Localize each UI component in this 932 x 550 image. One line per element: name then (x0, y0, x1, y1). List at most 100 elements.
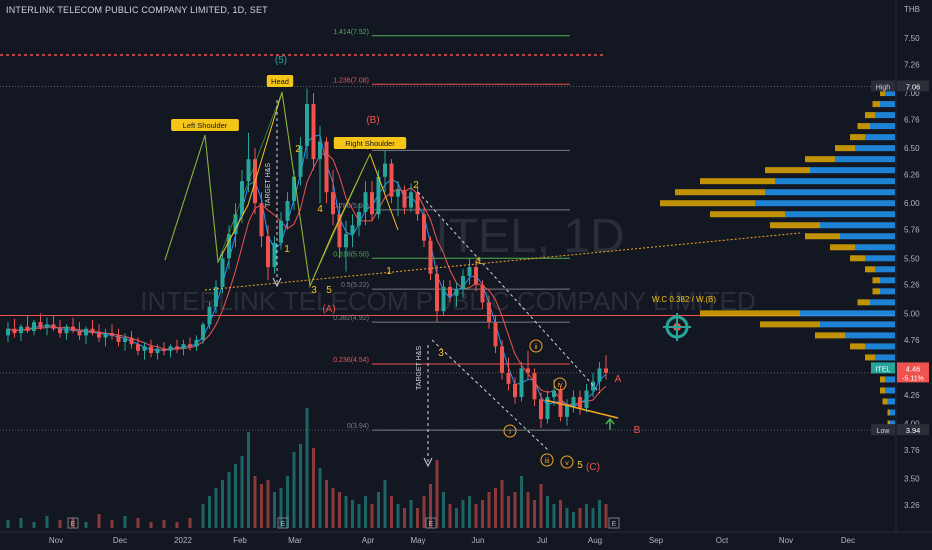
price-axis-tick: 5.00 (904, 309, 920, 318)
fib-level-label: 0.382(4.92) (333, 315, 369, 322)
volume-bar (227, 472, 231, 528)
volume-profile-up-bar (885, 387, 895, 394)
volume-bar (45, 516, 49, 528)
high-badge-value: 7.06 (906, 82, 921, 91)
wave-label: 3 (311, 285, 317, 296)
volume-profile-up-bar (785, 211, 895, 218)
low-badge-label: Low (877, 428, 891, 435)
earnings-marker-icon (608, 517, 620, 529)
wave-label: v (565, 460, 569, 467)
candle-body (526, 368, 530, 373)
volume-profile-up-bar (880, 101, 895, 108)
volume-profile-down-bar (880, 90, 885, 97)
wave-label: 4 (475, 256, 481, 267)
earnings-marker-icon: E (429, 521, 434, 528)
fib-level-label: 0(3.94) (347, 423, 369, 430)
candle-body (415, 192, 420, 215)
volume-profile-up-bar (875, 266, 895, 273)
volume-bar (383, 480, 387, 528)
fib-level-label: 0.236(4.54) (333, 357, 369, 364)
volume-bar (325, 480, 328, 528)
volume-bar (422, 496, 426, 528)
volume-profile-down-bar (887, 409, 890, 416)
candle-body (480, 284, 485, 303)
currency-label: THB (904, 5, 920, 14)
wave-label: (B) (366, 115, 379, 126)
volume-bar (565, 508, 569, 528)
time-axis-tick: Apr (362, 536, 375, 545)
volume-bar (221, 480, 224, 528)
candle-body (246, 159, 251, 182)
volume-profile-up-bar (775, 178, 895, 185)
target-arrowhead-1 (272, 277, 282, 288)
volume-profile-down-bar (857, 299, 870, 306)
candle-body (441, 286, 446, 312)
earnings-marker-icon: E (281, 521, 286, 528)
volume-profile-up-bar (765, 189, 895, 196)
candle-body (552, 390, 556, 398)
candle-body (272, 242, 277, 268)
volume-profile-down-bar (880, 387, 885, 394)
candle-body (227, 234, 231, 259)
wave-label: B (634, 425, 641, 436)
volume-bar (403, 508, 406, 528)
volume-bar (390, 496, 393, 528)
candle-body (129, 337, 134, 345)
wave-label: ii (534, 344, 538, 351)
earnings-marker-icon: E (612, 521, 617, 528)
wave-label: (A) (322, 304, 335, 315)
volume-bar (84, 522, 88, 528)
volume-bar (552, 504, 556, 528)
price-axis-tick: 3.50 (904, 475, 920, 484)
target-arrowhead-2 (423, 457, 433, 468)
last-price-box (897, 362, 929, 383)
volume-bar (474, 504, 478, 528)
time-axis-tick: Dec (113, 536, 127, 545)
wave-label: 2 (413, 180, 419, 191)
candle-body (292, 176, 296, 202)
candle-body (51, 324, 56, 329)
candle-body (467, 267, 472, 276)
wave-label: iv (557, 382, 563, 389)
volume-bar (448, 504, 452, 528)
volume-profile-down-bar (675, 189, 765, 196)
volume-profile-up-bar (875, 354, 895, 361)
last-price-change: -5.11% (902, 375, 924, 382)
price-axis-tick: 3.26 (904, 501, 920, 510)
volume-profile-up-bar (855, 244, 895, 251)
candle-body (396, 189, 400, 197)
volume-profile-up-bar (885, 90, 895, 97)
volume-bar (286, 476, 289, 528)
fib-level-label: 0.618(5.50) (333, 251, 369, 258)
wave-label-circle (553, 377, 567, 391)
candle-body (597, 368, 602, 382)
candle-body (103, 333, 108, 338)
candle-body (279, 220, 283, 243)
candle-body (383, 163, 387, 177)
earnings-marker-icon (425, 517, 437, 529)
candle-body (305, 104, 309, 146)
volume-bar (591, 508, 595, 528)
candle-body (168, 346, 173, 351)
volume-profile-up-bar (870, 123, 895, 130)
head-label-box (266, 75, 294, 87)
last-price-value: 4.46 (906, 364, 921, 373)
time-axis-tick: Nov (49, 536, 63, 545)
fib-level-label: 1.236(7.08) (333, 77, 369, 84)
volume-profile-down-bar (770, 222, 820, 229)
candle-body (591, 381, 595, 391)
target-hs-label: TARGET H&S (265, 163, 272, 207)
candle-body (454, 289, 459, 296)
volume-bar (351, 500, 354, 528)
price-axis-tick: 3.76 (904, 446, 920, 455)
volume-profile-down-bar (865, 354, 875, 361)
candle-body (500, 346, 504, 373)
time-axis-tick: Oct (716, 536, 729, 545)
candle-body (578, 397, 582, 409)
candle-body (318, 141, 322, 160)
volume-bar (71, 518, 75, 528)
volume-bar (520, 476, 523, 528)
volume-profile-down-bar (865, 266, 875, 273)
time-axis-tick: May (410, 536, 425, 545)
